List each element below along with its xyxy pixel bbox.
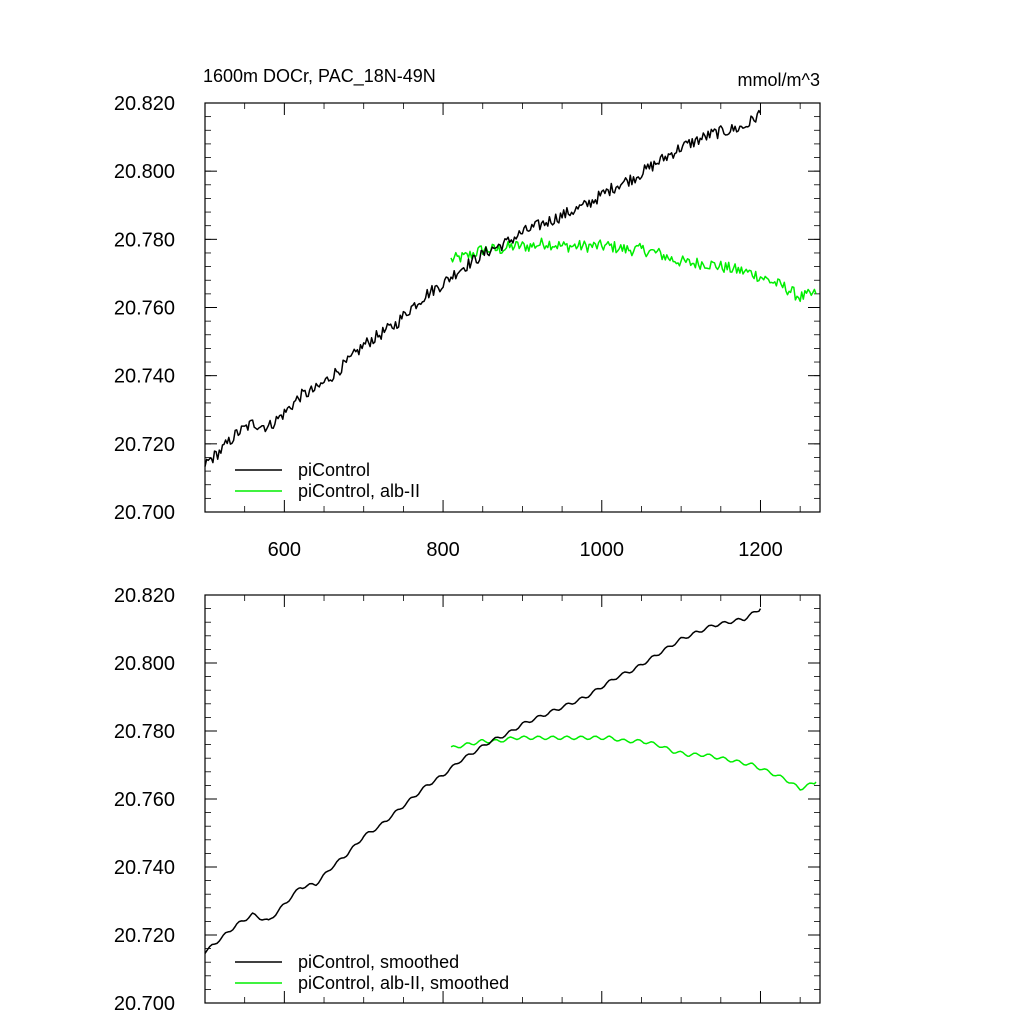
y-tick-label: 20.780 (114, 229, 175, 251)
series-line-alb (450, 237, 817, 303)
x-tick-label: 800 (426, 539, 459, 561)
chart-title: 1600m DOCr, PAC_18N-49N (203, 66, 436, 87)
y-tick-label: 20.760 (114, 789, 175, 811)
panel-raw: 20.700 20.720 20.740 20.760 20.780 20.800 20.8… (114, 93, 821, 561)
y-tick-label: 20.760 (114, 298, 175, 320)
plot-frame (204, 594, 821, 1004)
legend-label: piControl, smoothed (298, 952, 459, 972)
y-tick-label: 20.820 (114, 93, 175, 115)
x-tick-label: 1000 (580, 539, 625, 561)
y-tick-label: 20.740 (114, 857, 175, 879)
x-tick-label: 1200 (738, 539, 783, 561)
series-line-control (204, 109, 762, 467)
series-line-control (204, 608, 762, 954)
y-tick-label: 20.820 (114, 585, 175, 607)
legend-label: piControl, alb-II (298, 481, 420, 501)
y-tick-label: 20.700 (114, 993, 175, 1015)
y-tick-label: 20.800 (114, 653, 175, 675)
y-tick-label: 20.720 (114, 925, 175, 947)
x-tick-label: 600 (268, 539, 301, 561)
y-tick-label: 20.700 (114, 502, 175, 524)
y-tick-label: 20.720 (114, 434, 175, 456)
y-tick-label: 20.740 (114, 366, 175, 388)
legend-label: piControl, alb-II, smoothed (298, 973, 509, 993)
y-tick-label: 20.780 (114, 721, 175, 743)
series-line-alb (450, 735, 817, 791)
y-tick-label: 20.800 (114, 161, 175, 183)
units-label: mmol/m^3 (738, 70, 820, 90)
plot-frame (204, 102, 821, 513)
panel-smoothed: 20.700 20.720 20.740 20.760 20.780 20.800 20.8… (114, 585, 821, 1015)
legend-label: piControl (298, 460, 370, 480)
